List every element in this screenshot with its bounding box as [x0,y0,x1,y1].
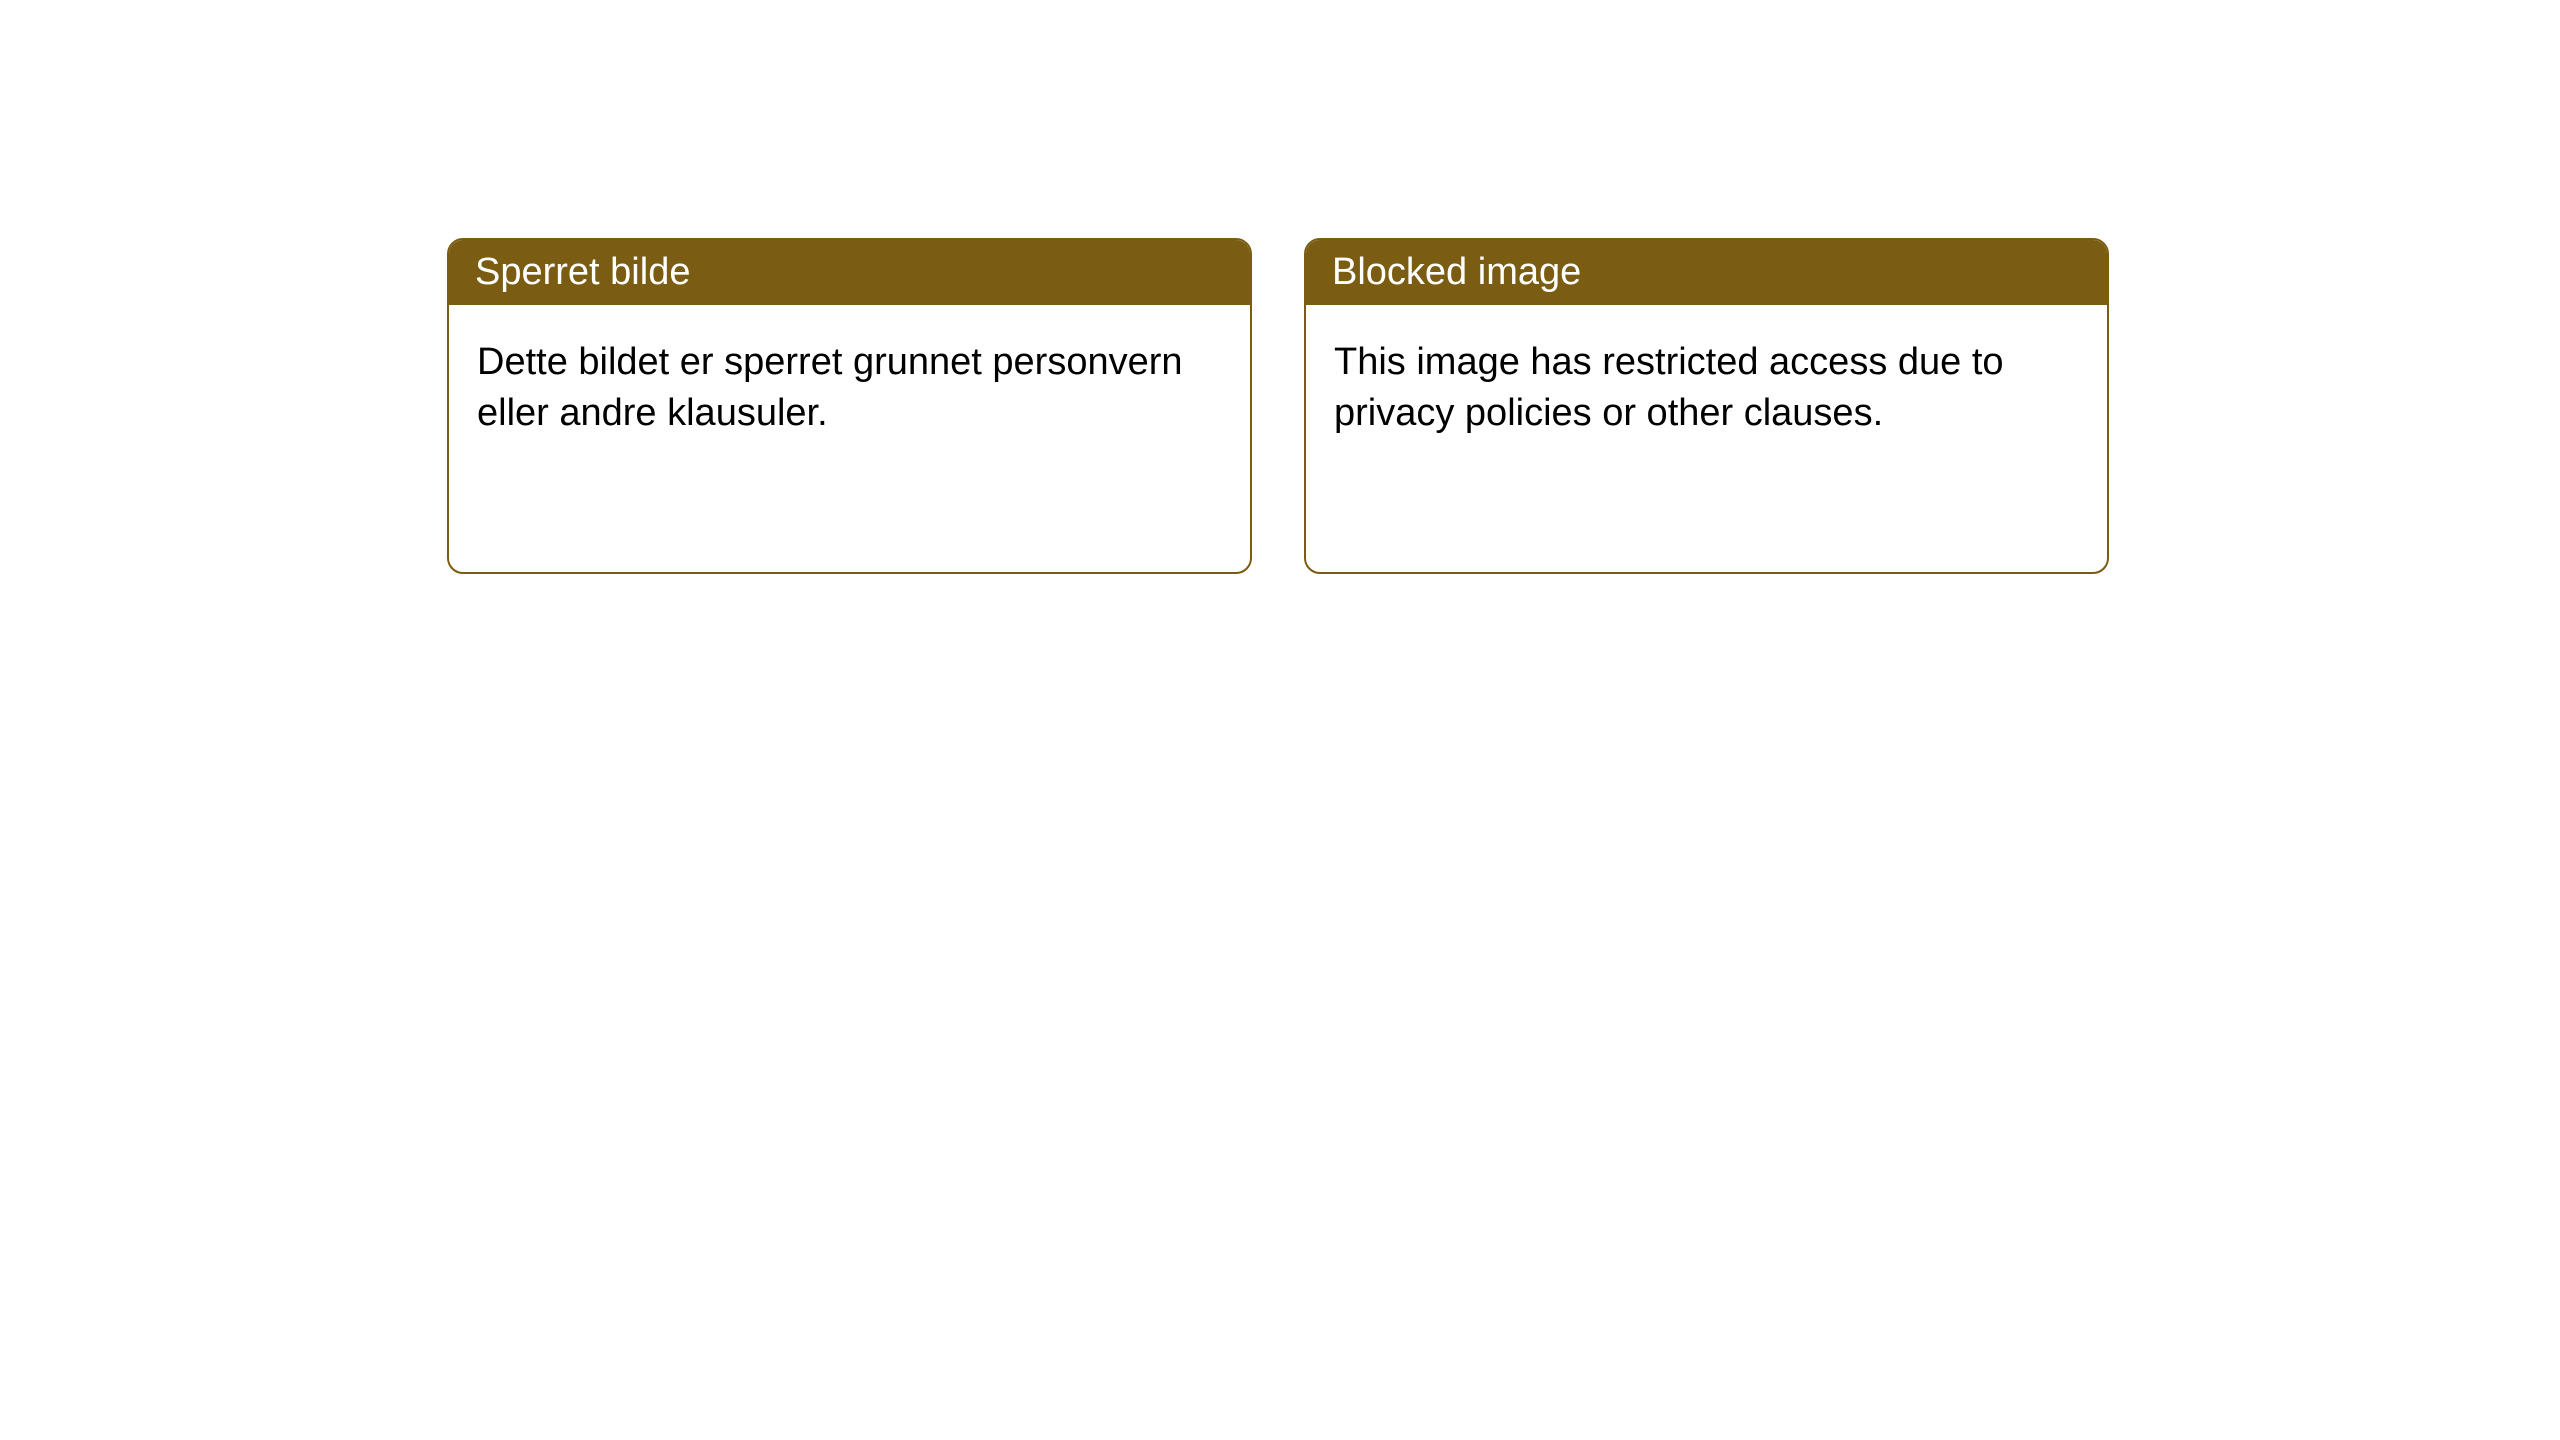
card-title-norwegian: Sperret bilde [475,251,690,293]
card-norwegian: Sperret bilde Dette bildet er sperret gr… [447,238,1252,574]
card-body-english: This image has restricted access due to … [1306,305,2107,472]
card-header-english: Blocked image [1306,240,2107,305]
card-title-english: Blocked image [1332,251,1581,293]
card-header-norwegian: Sperret bilde [449,240,1250,305]
cards-container: Sperret bilde Dette bildet er sperret gr… [0,0,2560,574]
card-text-english: This image has restricted access due to … [1334,341,2004,434]
card-text-norwegian: Dette bildet er sperret grunnet personve… [477,341,1183,434]
card-body-norwegian: Dette bildet er sperret grunnet personve… [449,305,1250,472]
card-english: Blocked image This image has restricted … [1304,238,2109,574]
